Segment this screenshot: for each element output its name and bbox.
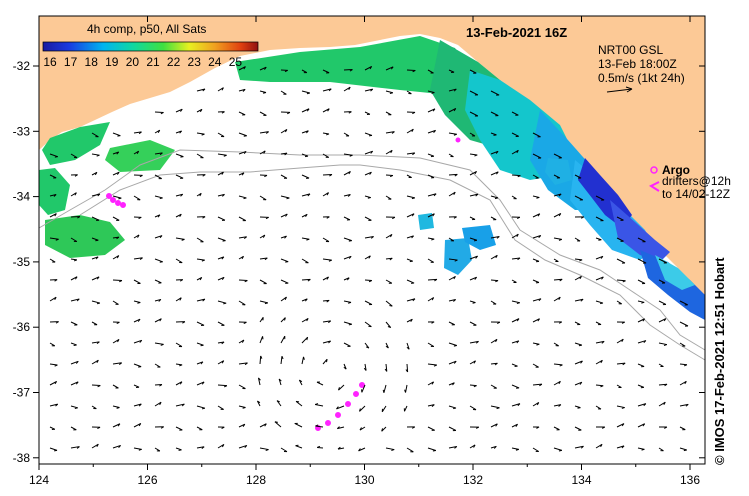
y-axis: -32 -33 -34 -35 -36 -37 -38	[13, 59, 705, 465]
sst-patches	[39, 36, 705, 320]
land-australia	[39, 16, 705, 300]
legend-tick-16: 16	[43, 55, 57, 69]
legend-tick-21: 21	[146, 55, 160, 69]
y-tick--35: -35	[13, 255, 31, 269]
argo-line2: to 14/02-12Z	[662, 187, 730, 201]
drifter-marker-icon	[648, 181, 660, 192]
y-tick--32: -32	[13, 59, 31, 73]
argo-drifters	[106, 137, 461, 431]
legend-tick-23: 23	[188, 55, 202, 69]
y-tick--37: -37	[13, 386, 31, 400]
scale-arrow	[606, 88, 633, 93]
y-tick--36: -36	[13, 320, 31, 334]
current-arrows	[49, 65, 689, 453]
sst-legend: 4h comp, p50, All Sats 16 17 18 19 20 21 22 23 2…	[42, 22, 259, 69]
map-date: 13-Feb-2021 16Z	[466, 25, 567, 40]
x-tick-126: 126	[137, 473, 157, 487]
argo-title: Argo	[662, 163, 690, 177]
x-tick-132: 132	[463, 473, 483, 487]
legend-tick-19: 19	[105, 55, 119, 69]
y-tick--38: -38	[13, 451, 31, 465]
x-tick-130: 130	[354, 473, 374, 487]
legend-colorbar	[42, 41, 259, 52]
y-tick--33: -33	[13, 124, 31, 138]
legend-tick-20: 20	[126, 55, 140, 69]
currents-key-line3: 0.5m/s (1kt 24h)	[598, 71, 685, 85]
map-frame	[38, 15, 706, 465]
legend-tick-24: 24	[208, 55, 222, 69]
y-tick--34: -34	[13, 190, 31, 204]
currents-key-line2: 13-Feb 18:00Z	[598, 57, 677, 71]
argo-legend: Argo drifters@12h to 14/02-12Z	[648, 163, 731, 201]
imos-credit: © IMOS 17-Feb-2021 12:51 Hobart	[712, 257, 727, 465]
isobaths	[38, 149, 706, 361]
legend-tick-17: 17	[64, 55, 78, 69]
legend-tick-25: 25	[229, 55, 243, 69]
legend-tick-labels: 16 17 18 19 20 21 22 23 24 25	[43, 55, 242, 69]
x-axis: 124 126 128 130 132 134 136	[29, 16, 700, 487]
currents-key-line1: NRT00 GSL	[598, 43, 663, 57]
x-tick-134: 134	[571, 473, 591, 487]
argo-line1: drifters@12h	[662, 174, 731, 188]
x-tick-136: 136	[680, 473, 700, 487]
legend-tick-22: 22	[167, 55, 181, 69]
x-tick-128: 128	[246, 473, 266, 487]
legend-tick-18: 18	[85, 55, 99, 69]
legend-title: 4h comp, p50, All Sats	[87, 22, 206, 36]
x-tick-124: 124	[29, 473, 49, 487]
argo-marker-icon	[650, 166, 658, 174]
currents-key: NRT00 GSL 13-Feb 18:00Z 0.5m/s (1kt 24h)	[598, 43, 685, 93]
